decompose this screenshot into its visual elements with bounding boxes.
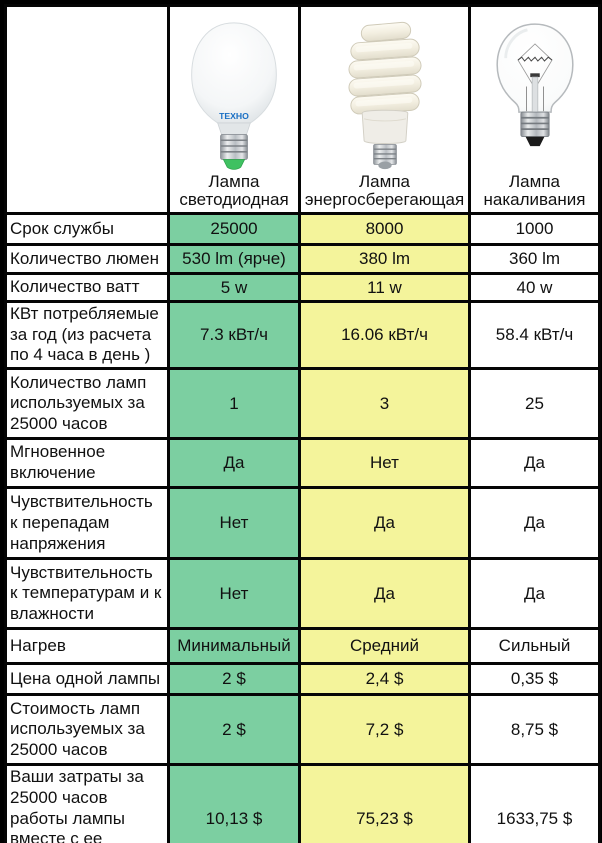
row-label: КВт потребляемые за год (из расчета по 4…: [4, 299, 170, 371]
row-label: Чувствительность к температурам и к влаж…: [4, 557, 170, 631]
value-cell-incandescent: 1000: [468, 212, 601, 246]
value-cell-incandescent: Да: [468, 486, 601, 561]
table-row: Количество люмен 530 lm (ярче) 380 lm 36…: [4, 243, 601, 275]
value-cell-led: 530 lm (ярче): [167, 243, 301, 275]
value-cell-led: 7.3 кВт/ч: [167, 299, 301, 371]
table-row: Мгновенное включение Да Нет Да: [4, 437, 601, 490]
row-label: Мгновенное включение: [4, 437, 170, 490]
value-cell-incandescent: Да: [468, 557, 601, 631]
table-row: Чувствительность к температурам и к влаж…: [4, 557, 601, 631]
value-cell-led: 25000: [167, 212, 301, 246]
value-cell-cfl: 3: [298, 367, 471, 441]
table-row: Стоимость ламп используемых за 25000 час…: [4, 693, 601, 767]
header-row: ТЕХНО Лампа светодиодная: [4, 4, 601, 215]
value-cell-led: Минимальный: [167, 627, 301, 666]
value-cell-led: 2 $: [167, 662, 301, 697]
column-title-cfl: Лампа энергосберегающая: [304, 171, 465, 210]
row-label: Количество люмен: [4, 243, 170, 275]
value-cell-led: 10,13 $: [167, 763, 301, 843]
value-cell-cfl: 380 lm: [298, 243, 471, 275]
header-incandescent: Лампа накаливания: [468, 4, 601, 215]
value-cell-cfl: 8000: [298, 212, 471, 246]
value-cell-cfl: Да: [298, 486, 471, 561]
value-cell-led: 2 $: [167, 693, 301, 767]
value-cell-led: Нет: [167, 557, 301, 631]
value-cell-cfl: 2,4 $: [298, 662, 471, 697]
led-bulb-image: ТЕХНО: [191, 22, 277, 170]
value-cell-incandescent: 40 w: [468, 272, 601, 303]
column-title-incandescent: Лампа накаливания: [483, 171, 586, 210]
incandescent-bulb-image: [495, 23, 574, 146]
value-cell-cfl: 16.06 кВт/ч: [298, 299, 471, 371]
value-cell-cfl: 11 w: [298, 272, 471, 303]
header-empty-cell: [4, 4, 170, 215]
row-label: Нагрев: [4, 627, 170, 666]
value-cell-cfl: Средний: [298, 627, 471, 666]
value-cell-cfl: Да: [298, 557, 471, 631]
value-cell-led: Да: [167, 437, 301, 490]
value-cell-led: Нет: [167, 486, 301, 561]
value-cell-led: 5 w: [167, 272, 301, 303]
cfl-spiral-bulb-image: [347, 21, 422, 169]
value-cell-cfl: 75,23 $: [298, 763, 471, 843]
value-cell-incandescent: 360 lm: [468, 243, 601, 275]
value-cell-incandescent: 1633,75 $: [468, 763, 601, 843]
column-title-led: Лампа светодиодная: [179, 171, 289, 210]
value-cell-incandescent: 0,35 $: [468, 662, 601, 697]
row-label: Стоимость ламп используемых за 25000 час…: [4, 693, 170, 767]
value-cell-incandescent: Да: [468, 437, 601, 490]
row-label: Количество ламп используемых за 25000 ча…: [4, 367, 170, 441]
value-cell-incandescent: Сильный: [468, 627, 601, 666]
table-row: Чувствительность к перепадам напряжения …: [4, 486, 601, 561]
value-cell-led: 1: [167, 367, 301, 441]
header-led: ТЕХНО Лампа светодиодная: [167, 4, 301, 215]
value-cell-incandescent: 25: [468, 367, 601, 441]
row-label: Ваши затраты за 25000 часов работы лампы…: [4, 763, 170, 843]
table-row: Количество ватт 5 w 11 w 40 w: [4, 272, 601, 303]
table-row: КВт потребляемые за год (из расчета по 4…: [4, 299, 601, 371]
value-cell-incandescent: 58.4 кВт/ч: [468, 299, 601, 371]
table-row: Количество ламп используемых за 25000 ча…: [4, 367, 601, 441]
lamp-comparison-table: ТЕХНО Лампа светодиодная: [4, 4, 601, 843]
row-label: Срок службы: [4, 212, 170, 246]
row-label: Чувствительность к перепадам напряжения: [4, 486, 170, 561]
value-cell-cfl: 7,2 $: [298, 693, 471, 767]
value-cell-cfl: Нет: [298, 437, 471, 490]
table-row: Срок службы 25000 8000 1000: [4, 212, 601, 246]
led-brand-text: ТЕХНО: [219, 111, 249, 121]
value-cell-incandescent: 8,75 $: [468, 693, 601, 767]
row-label: Количество ватт: [4, 272, 170, 303]
table-row: Нагрев Минимальный Средний Сильный: [4, 627, 601, 666]
table-row: Цена одной лампы 2 $ 2,4 $ 0,35 $: [4, 662, 601, 697]
row-label: Цена одной лампы: [4, 662, 170, 697]
table-row: Ваши затраты за 25000 часов работы лампы…: [4, 763, 601, 843]
header-cfl: Лампа энергосберегающая: [298, 4, 471, 215]
